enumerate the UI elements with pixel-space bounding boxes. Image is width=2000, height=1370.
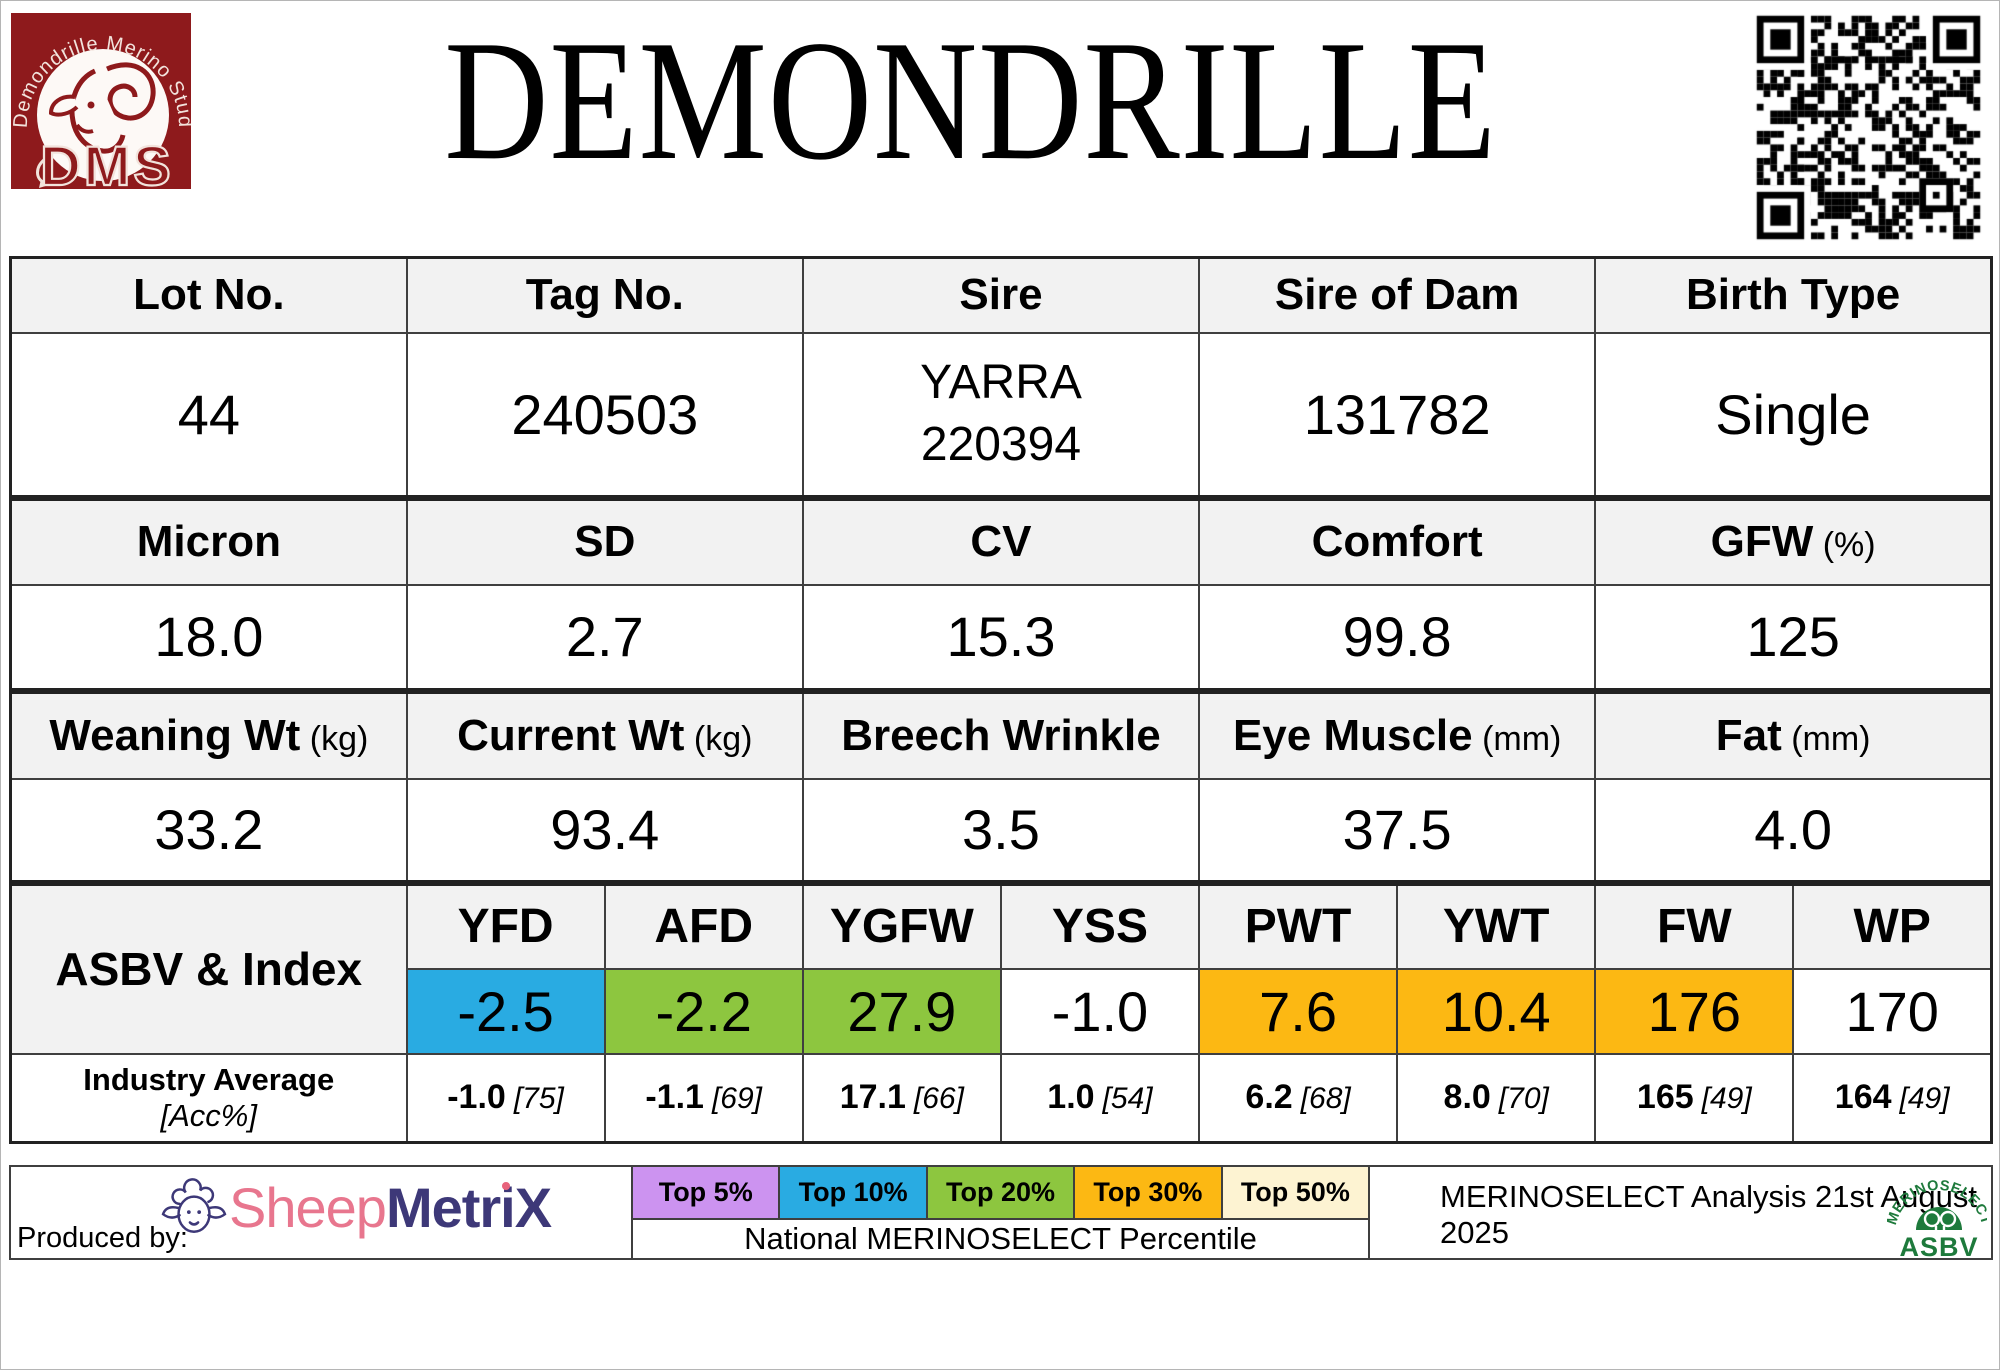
ygfw-value: 27.9 [801, 967, 1002, 1055]
current-wt-value: 93.4 [405, 777, 804, 883]
afd-header: AFD [603, 883, 804, 970]
pwt-header: PWT [1197, 883, 1399, 970]
legend-caption: National MERINOSELECT Percentile [744, 1221, 1257, 1256]
ram-horn-icon [106, 62, 156, 121]
industry-average-label: Industry Average [Acc%] [9, 1052, 408, 1144]
lot-no-header: Lot No. [9, 256, 408, 334]
body-table: Weaning Wt (kg) Current Wt (kg) Breech W… [9, 691, 1993, 883]
percentile-legend: Top 5% Top 10% Top 20% Top 30% Top 50% N… [633, 1167, 1370, 1258]
asbv-value-row: -2.5 -2.2 27.9 -1.0 7.6 10.4 176 170 [11, 967, 1993, 1055]
produced-by-section: Sheep MetriX Produced by: [11, 1167, 633, 1258]
ywt-value: 10.4 [1396, 967, 1597, 1055]
comfort-value: 99.8 [1198, 583, 1597, 691]
table-value-row: 33.2 93.4 3.5 37.5 4.0 [9, 777, 1993, 883]
ywt-industry: 8.0 [70] [1396, 1052, 1597, 1144]
yss-value: -1.0 [999, 967, 1201, 1055]
eye-muscle-header: Eye Muscle (mm) [1198, 691, 1597, 780]
micron-value: 18.0 [9, 583, 408, 691]
stud-logo: Demondrille Merino Stud DMS [11, 13, 191, 189]
cv-value: 15.3 [801, 583, 1201, 691]
weaning-wt-value: 33.2 [9, 777, 408, 883]
fw-header: FW [1594, 883, 1795, 970]
qr-code [1750, 9, 1987, 246]
afd-value: -2.2 [603, 967, 804, 1055]
stud-initials: DMS [40, 134, 173, 189]
wp-industry: 164 [49] [1792, 1052, 1993, 1144]
produced-by-label: Produced by: [17, 1222, 188, 1254]
table-value-row: 18.0 2.7 15.3 99.8 125 [9, 583, 1993, 691]
asbv-index-label: ASBV & Index [9, 883, 408, 1055]
table-header-row: Weaning Wt (kg) Current Wt (kg) Breech W… [9, 691, 1993, 780]
table-header-row: Micron SD CV Comfort GFW (%) [9, 498, 1993, 586]
lot-no-value: 44 [9, 331, 408, 498]
cv-header: CV [801, 498, 1201, 586]
legend-top10: Top 10% [780, 1167, 928, 1218]
afd-industry: -1.1 [69] [603, 1052, 804, 1144]
analysis-section: MERINOSELECT Analysis 21st August 2025 M… [1370, 1167, 1991, 1260]
sheepmetrix-word-metrix: MetriX [385, 1176, 552, 1239]
breech-wrinkle-value: 3.5 [801, 777, 1201, 883]
page-title: DEMONDRILLE [444, 6, 1497, 196]
sheepmetrix-logo: Sheep MetriX [161, 1175, 552, 1240]
sire-of-dam-header: Sire of Dam [1198, 256, 1597, 334]
sheep-head-icon [161, 1177, 227, 1233]
wool-table: Micron SD CV Comfort GFW (%) 18.0 2.7 15… [9, 498, 1993, 691]
legend-row: Top 5% Top 10% Top 20% Top 30% Top 50% [633, 1167, 1369, 1220]
merinoselect-asbv-logo: MERINOSELECT ASBV [1887, 1178, 1987, 1260]
asbv-logo-label: ASBV [1899, 1232, 1978, 1260]
fat-header: Fat (mm) [1594, 691, 1993, 780]
fw-industry: 165 [49] [1594, 1052, 1795, 1144]
ygfw-industry: 17.1 [66] [801, 1052, 1002, 1144]
yss-header: YSS [999, 883, 1201, 970]
legend-top30: Top 30% [1075, 1167, 1223, 1218]
sd-header: SD [405, 498, 804, 586]
sire-value: YARRA 220394 [801, 331, 1201, 498]
asbv-header-row: ASBV & Index YFD AFD YGFW YSS PWT YWT FW… [9, 883, 1993, 1055]
tag-no-value: 240503 [405, 331, 804, 498]
asbv-table: ASBV & Index YFD AFD YGFW YSS PWT YWT FW… [9, 883, 1993, 1144]
fat-value: 4.0 [1594, 777, 1993, 883]
gfw-value: 125 [1594, 583, 1993, 691]
yss-industry: 1.0 [54] [999, 1052, 1201, 1144]
legend-top50: Top 50% [1222, 1167, 1369, 1218]
breech-wrinkle-header: Breech Wrinkle [801, 691, 1201, 780]
birth-type-value: Single [1594, 331, 1993, 498]
wp-value: 170 [1792, 967, 1993, 1055]
fw-value: 176 [1594, 967, 1795, 1055]
pwt-industry: 6.2 [68] [1197, 1052, 1399, 1144]
analysis-date-label: MERINOSELECT Analysis 21st August 2025 [1440, 1179, 1977, 1250]
micron-header: Micron [9, 498, 408, 586]
gfw-header: GFW (%) [1594, 498, 1993, 586]
weaning-wt-header: Weaning Wt (kg) [9, 691, 408, 780]
tag-no-header: Tag No. [405, 256, 804, 334]
table-value-row: 44 240503 YARRA 220394 131782 Single [9, 331, 1993, 498]
wp-header: WP [1792, 883, 1993, 970]
birth-type-header: Birth Type [1594, 256, 1993, 334]
eye-muscle-value: 37.5 [1198, 777, 1597, 883]
yfd-value: -2.5 [405, 967, 606, 1055]
sd-value: 2.7 [405, 583, 804, 691]
legend-top20: Top 20% [927, 1167, 1076, 1218]
footer-strip: Sheep MetriX Produced by: Top 5% Top 10% … [9, 1165, 1993, 1260]
current-wt-header: Current Wt (kg) [405, 691, 804, 780]
sire-header: Sire [801, 256, 1201, 334]
ywt-header: YWT [1396, 883, 1597, 970]
sire-of-dam-value: 131782 [1198, 331, 1597, 498]
header-banner: Demondrille Merino Stud DMS DEMONDRILLE [1, 1, 1999, 256]
industry-average-row: Industry Average [Acc%] -1.0 [75] -1.1 [69… [9, 1052, 1993, 1144]
sheepmetrix-word-sheep: Sheep [229, 1176, 387, 1239]
yfd-industry: -1.0 [75] [405, 1052, 606, 1144]
table-header-row: Lot No. Tag No. Sire Sire of Dam Birth T… [9, 256, 1993, 334]
comfort-header: Comfort [1198, 498, 1597, 586]
identity-table: Lot No. Tag No. Sire Sire of Dam Birth T… [9, 256, 1993, 498]
yfd-header: YFD [405, 883, 606, 970]
legend-top5: Top 5% [633, 1167, 781, 1218]
ygfw-header: YGFW [801, 883, 1002, 970]
pwt-value: 7.6 [1197, 967, 1399, 1055]
